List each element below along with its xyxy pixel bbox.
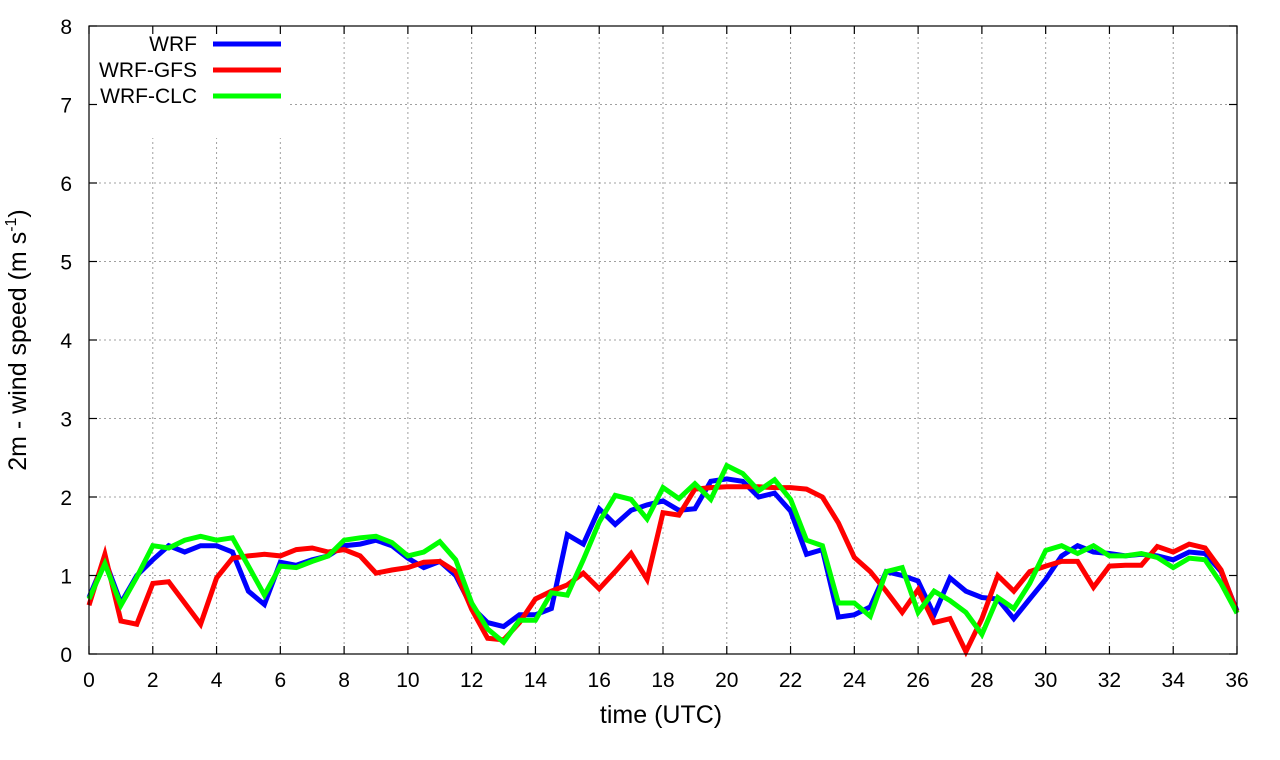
x-tick-label: 2 [147,669,159,692]
tick-layer: 0 2 4 6 8 10 12 14 16 18 20 22 24 26 28 30 32 34 360123456… [60,16,1248,692]
y-tick-label: 5 [60,252,72,275]
y-tick-label: 7 [60,95,72,118]
x-tick-label: 36 [1225,669,1248,692]
series-line-wrf-clc [86,462,1240,646]
x-tick-label: 14 [524,669,548,692]
x-tick-label: 28 [970,669,993,692]
legend-label: WRF-GFS [99,59,197,82]
x-tick-label: 6 [274,669,286,692]
y-axis-label-main: 2m - wind speed (m s [4,232,32,471]
x-tick-label: 32 [1098,669,1121,692]
x-tick-label: 16 [588,669,611,692]
series-line-wrf-gfs [86,484,1240,658]
x-tick-label: 8 [338,669,350,692]
x-tick-label: 12 [460,669,483,692]
y-tick-label: 6 [60,173,72,196]
x-tick-label: 10 [396,669,419,692]
y-tick-label: 0 [60,644,72,667]
y-tick-label: 4 [60,330,72,353]
x-tick-label: 22 [779,669,802,692]
series-line-wrf [86,476,1240,630]
y-tick-label: 2 [60,487,72,510]
y-axis-label-end: ) [4,209,32,217]
x-tick-label: 0 [83,669,95,692]
y-axis-label-superscript: -1 [3,217,20,231]
x-tick-label: 4 [211,669,223,692]
x-axis-label: time (UTC) [600,701,722,729]
x-tick-label: 18 [651,669,674,692]
legend: WRF WRF-GFS WRF-CLC [99,33,281,108]
legend-label: WRF [149,33,197,56]
x-tick-label: 26 [906,669,929,692]
series-layer [86,462,1240,658]
y-tick-label: 1 [60,566,72,589]
x-tick-label: 20 [715,669,738,692]
legend-label: WRF-CLC [100,85,197,108]
y-tick-label: 3 [60,409,72,432]
y-tick-label: 8 [60,16,72,39]
y-axis-label: 2m - wind speed (m s-1) [3,209,32,471]
x-tick-label: 30 [1034,669,1057,692]
x-tick-label: 34 [1162,669,1186,692]
x-tick-label: 24 [843,669,867,692]
